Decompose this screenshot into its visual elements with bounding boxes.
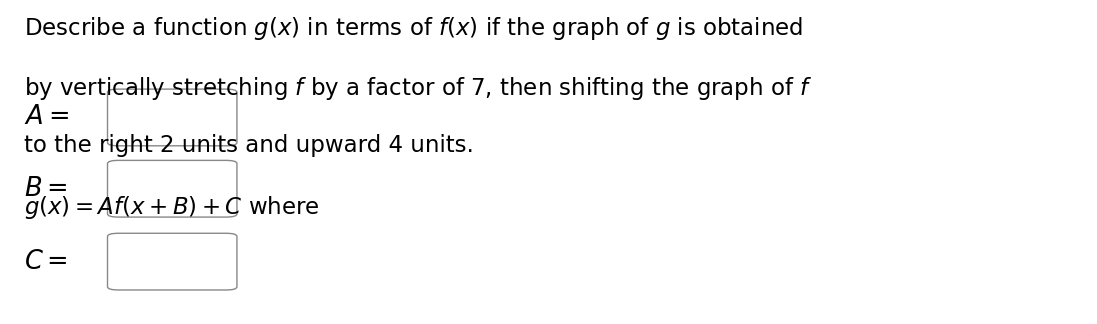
Text: $C =$: $C =$ xyxy=(24,249,68,275)
Text: $g(x) = Af(x + B) + C$ where: $g(x) = Af(x + B) + C$ where xyxy=(24,194,320,221)
Text: to the right 2 units and upward 4 units.: to the right 2 units and upward 4 units. xyxy=(24,134,474,157)
FancyBboxPatch shape xyxy=(108,160,237,217)
Text: $B =$: $B =$ xyxy=(24,176,68,202)
Text: $A =$: $A =$ xyxy=(24,104,69,131)
FancyBboxPatch shape xyxy=(108,89,237,146)
FancyBboxPatch shape xyxy=(108,233,237,290)
Text: by vertically stretching $f$ by a factor of 7, then shifting the graph of $f$: by vertically stretching $f$ by a factor… xyxy=(24,75,813,101)
Text: Describe a function $g(x)$ in terms of $f(x)$ if the graph of $g$ is obtained: Describe a function $g(x)$ in terms of $… xyxy=(24,15,803,41)
